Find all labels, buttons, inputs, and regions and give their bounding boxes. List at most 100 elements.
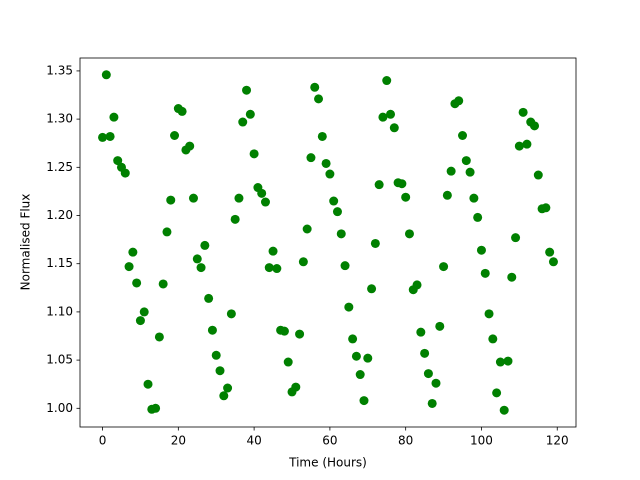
point: [238, 117, 248, 127]
point: [363, 353, 373, 363]
point: [359, 396, 369, 406]
point: [101, 70, 111, 80]
point: [416, 327, 426, 337]
point: [325, 169, 335, 179]
point: [442, 190, 452, 200]
point: [378, 112, 388, 122]
point: [439, 262, 449, 272]
point: [480, 268, 490, 278]
x-tick-label: 0: [99, 434, 107, 448]
point: [469, 193, 479, 203]
y-tick-label: 1.35: [46, 63, 73, 77]
point: [484, 309, 494, 319]
point: [264, 263, 274, 273]
point: [431, 378, 441, 388]
point: [132, 278, 142, 288]
point: [230, 214, 240, 224]
point: [499, 405, 509, 415]
point: [404, 229, 414, 239]
point: [295, 329, 305, 339]
x-tick-label: 100: [470, 434, 493, 448]
point: [321, 158, 331, 168]
point: [98, 132, 108, 142]
point: [488, 334, 498, 344]
point: [503, 356, 513, 366]
point: [473, 212, 483, 222]
point: [454, 96, 464, 106]
x-tick-label: 60: [322, 434, 337, 448]
point: [514, 141, 524, 151]
point: [185, 141, 195, 151]
point: [260, 197, 270, 207]
point: [458, 131, 468, 141]
point: [401, 192, 411, 202]
y-axis-label: Normalised Flux: [19, 194, 33, 291]
point: [215, 366, 225, 376]
point: [355, 370, 365, 380]
point: [518, 107, 528, 117]
point: [374, 180, 384, 190]
point: [435, 321, 445, 331]
point: [382, 76, 392, 86]
point: [344, 302, 354, 312]
point: [158, 279, 168, 289]
y-tick-label: 1.25: [46, 160, 73, 174]
point: [492, 388, 502, 398]
point: [530, 121, 540, 131]
x-tick-label: 120: [546, 434, 569, 448]
point: [465, 167, 475, 177]
point: [420, 348, 430, 358]
point: [207, 325, 217, 335]
point: [507, 272, 517, 282]
point: [306, 153, 316, 163]
point: [298, 257, 308, 267]
point: [124, 262, 134, 272]
y-tick-label: 1.30: [46, 112, 73, 126]
point: [242, 85, 252, 95]
point: [367, 284, 377, 294]
point: [291, 382, 301, 392]
point: [135, 316, 145, 326]
point: [495, 357, 505, 367]
point: [461, 156, 471, 166]
y-tick-label: 1.05: [46, 353, 73, 367]
point: [143, 379, 153, 389]
point: [279, 326, 289, 336]
point: [533, 170, 543, 180]
point: [249, 149, 259, 159]
point: [340, 261, 350, 271]
point: [348, 334, 358, 344]
point: [105, 131, 115, 141]
point: [351, 351, 361, 361]
point: [192, 254, 202, 264]
point: [109, 112, 119, 122]
point: [170, 131, 180, 141]
point: [219, 391, 229, 401]
point: [245, 109, 255, 119]
point: [151, 403, 161, 413]
point: [139, 307, 149, 317]
point: [268, 246, 278, 256]
point: [234, 193, 244, 203]
point: [196, 263, 206, 273]
point: [177, 106, 187, 116]
point: [511, 233, 521, 243]
point: [272, 264, 282, 274]
point: [317, 131, 327, 141]
point: [545, 247, 555, 257]
point: [336, 229, 346, 239]
point: [223, 383, 233, 393]
point: [446, 166, 456, 176]
point: [397, 179, 407, 189]
plot-frame: [79, 57, 577, 428]
x-tick-label: 40: [246, 434, 261, 448]
point: [166, 195, 176, 205]
point: [162, 227, 172, 237]
point: [310, 82, 320, 92]
point: [370, 238, 380, 248]
point: [476, 245, 486, 255]
point: [200, 240, 210, 250]
point: [128, 247, 138, 257]
point: [211, 350, 221, 360]
